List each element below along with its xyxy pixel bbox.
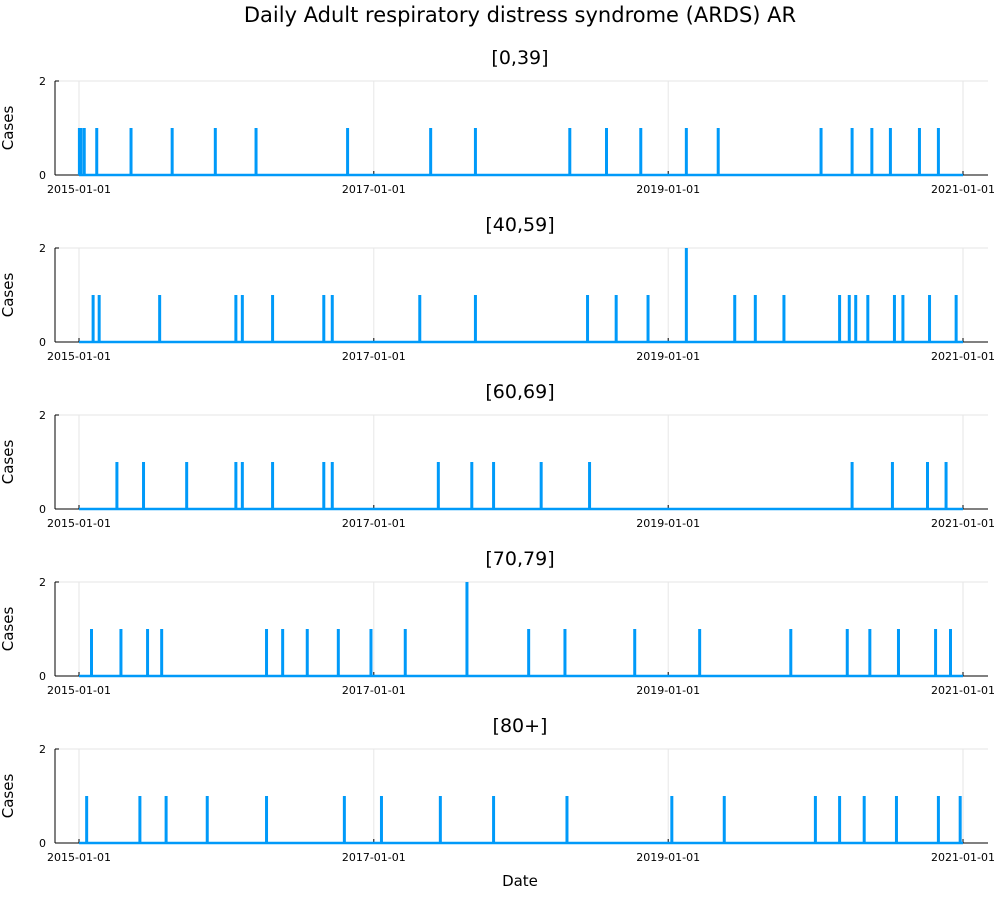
panel-1: [40,59] 0 2 2015-01-01 2017-01-01 2019-01-01 2… (0, 214, 995, 363)
panel-title: [70,79] (485, 548, 554, 570)
y-tick-label: 0 (39, 503, 46, 516)
y-tick-label: 2 (39, 409, 46, 422)
x-tick-label: 2015-01-01 (47, 851, 111, 864)
x-tick-label: 2017-01-01 (342, 851, 406, 864)
chart-title: Daily Adult respiratory distress syndrom… (244, 3, 796, 27)
y-axis-label: Cases (0, 607, 17, 652)
x-tick-label: 2015-01-01 (47, 517, 111, 530)
x-tick-label: 2017-01-01 (342, 183, 406, 196)
x-tick-label: 2017-01-01 (342, 517, 406, 530)
x-tick-label: 2017-01-01 (342, 350, 406, 363)
y-axis-label: Cases (0, 106, 17, 151)
x-tick-label: 2019-01-01 (636, 851, 700, 864)
y-tick-label: 2 (39, 576, 46, 589)
panel-title: [80+] (493, 715, 548, 737)
x-tick-label: 2017-01-01 (342, 684, 406, 697)
x-axis-label: Date (502, 872, 538, 890)
y-tick-label: 0 (39, 670, 46, 683)
panel-3: [70,79] 0 2 2015-01-01 2017-01-01 2019-01-01 2… (0, 548, 995, 697)
x-tick-label: 2019-01-01 (636, 684, 700, 697)
y-tick-label: 0 (39, 336, 46, 349)
x-tick-label: 2015-01-01 (47, 684, 111, 697)
x-tick-label: 2019-01-01 (636, 517, 700, 530)
x-tick-label: 2021-01-01 (931, 183, 995, 196)
x-tick-label: 2021-01-01 (931, 851, 995, 864)
y-tick-label: 2 (39, 75, 46, 88)
x-tick-label: 2015-01-01 (47, 183, 111, 196)
panel-title: [0,39] (491, 47, 548, 69)
y-tick-label: 0 (39, 169, 46, 182)
panel-title: [40,59] (485, 214, 554, 236)
y-axis-label: Cases (0, 774, 17, 819)
panel-title: [60,69] (485, 381, 554, 403)
y-axis-label: Cases (0, 273, 17, 318)
x-tick-label: 2019-01-01 (636, 183, 700, 196)
x-tick-label: 2021-01-01 (931, 684, 995, 697)
y-tick-label: 2 (39, 743, 46, 756)
panel-0: [0,39] 0 2 2015-01-01 2017-01-01 2019-01-01 20… (0, 47, 995, 196)
y-axis-label: Cases (0, 440, 17, 485)
x-tick-label: 2019-01-01 (636, 350, 700, 363)
panel-4: [80+] 0 2 2015-01-01 2017-01-01 2019-01-01 202… (0, 715, 995, 864)
y-tick-label: 0 (39, 837, 46, 850)
x-tick-label: 2021-01-01 (931, 350, 995, 363)
panel-2: [60,69] 0 2 2015-01-01 2017-01-01 2019-01-01 2… (0, 381, 995, 530)
x-tick-label: 2015-01-01 (47, 350, 111, 363)
x-tick-label: 2021-01-01 (931, 517, 995, 530)
y-tick-label: 2 (39, 242, 46, 255)
